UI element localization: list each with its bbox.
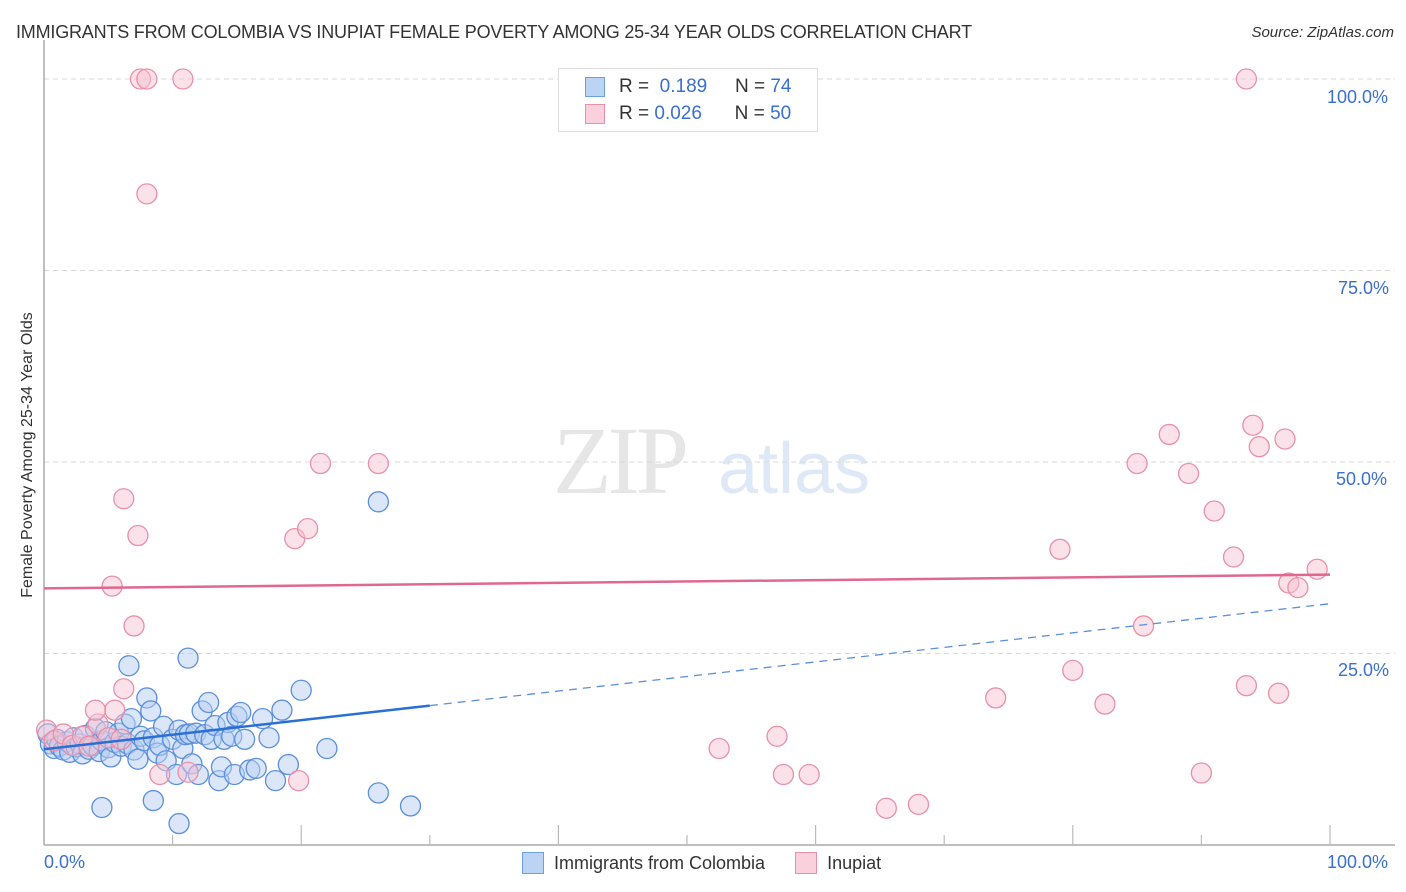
y-tick-25: 25.0% [1338, 660, 1390, 680]
source-label: Source: ZipAtlas.com [1251, 24, 1394, 41]
inupiat-trend-line [43, 573, 1331, 590]
x-tick-max: 100.0% [1327, 852, 1389, 872]
data-point [1267, 682, 1290, 704]
data-point [230, 701, 252, 724]
data-point [1177, 462, 1200, 485]
data-point [84, 699, 107, 721]
chart-title: IMMIGRANTS FROM COLOMBIA VS INUPIAT FEMA… [16, 22, 972, 42]
inupiat-n-value: 50 [770, 103, 792, 124]
data-point [287, 770, 310, 792]
data-point [1049, 538, 1071, 560]
data-point [708, 737, 730, 760]
data-point [907, 793, 930, 816]
inupiat-r-value: 0.026 [654, 103, 702, 124]
data-point [123, 615, 145, 637]
data-point [367, 452, 390, 475]
series-colombia-points [37, 491, 422, 835]
legend-row-inupiat: R = 0.026 N = 50 [585, 102, 791, 126]
y-axis-label: Female Poverty Among 25-34 Year Olds [19, 312, 36, 598]
data-point [177, 647, 199, 669]
axes [43, 40, 1395, 846]
data-point [290, 679, 312, 701]
colombia-trend-line [43, 704, 430, 751]
series-inupiat-points [35, 68, 1328, 819]
data-point [1158, 423, 1180, 446]
data-point [316, 737, 338, 760]
data-point [113, 488, 135, 510]
series-legend: Immigrants from Colombia Inupiat [522, 852, 911, 874]
data-point [875, 797, 897, 819]
x-tick-min: 0.0% [44, 852, 86, 872]
data-point [1132, 615, 1155, 637]
data-point [1062, 659, 1084, 682]
data-point [120, 707, 143, 730]
data-point [118, 655, 140, 677]
colombia-r-value: 0.189 [659, 76, 708, 97]
data-point [1248, 436, 1270, 458]
data-point [1126, 452, 1148, 475]
data-point [245, 757, 267, 780]
legend-item-colombia[interactable]: Immigrants from Colombia [522, 852, 765, 874]
y-tick-50: 50.0% [1336, 469, 1388, 489]
data-point [1274, 428, 1296, 450]
data-point [113, 678, 135, 700]
inupiat-legend-swatch [795, 852, 818, 874]
data-point [1306, 558, 1328, 580]
data-point [142, 789, 164, 812]
data-point [197, 691, 220, 714]
data-point [798, 763, 820, 786]
data-point [1287, 576, 1309, 599]
data-point [277, 753, 299, 776]
data-point [984, 687, 1007, 709]
data-point [1235, 68, 1258, 90]
data-point [1094, 693, 1116, 715]
data-point [140, 700, 162, 722]
colombia-swatch [585, 77, 605, 97]
data-point [1242, 414, 1264, 436]
data-point [772, 763, 795, 786]
data-point [127, 748, 149, 770]
trend-lines [43, 573, 1331, 751]
data-point [101, 575, 123, 597]
data-point [271, 699, 293, 721]
colombia-legend-swatch [522, 852, 544, 874]
gridlines [44, 78, 1395, 654]
colombia-trend-extension [429, 603, 1331, 707]
legend-row-colombia: R = 0.189 N = 74 [585, 75, 791, 99]
inupiat-swatch [585, 104, 605, 124]
data-point [168, 812, 190, 835]
colombia-n-value: 74 [770, 76, 792, 97]
data-point [367, 491, 390, 513]
data-point [1235, 675, 1258, 697]
y-tick-75: 75.0% [1338, 278, 1390, 298]
data-point [91, 796, 113, 819]
watermark-atlas: atlas [718, 429, 871, 509]
data-point [127, 524, 149, 547]
data-point [309, 452, 332, 475]
data-point [172, 68, 194, 90]
y-tick-100: 100.0% [1327, 87, 1389, 107]
data-point [766, 725, 788, 747]
legend-item-inupiat[interactable]: Inupiat [795, 852, 881, 874]
data-point [258, 727, 280, 749]
data-point [1190, 762, 1213, 784]
data-point [264, 770, 287, 792]
data-point [296, 517, 319, 540]
data-point [104, 699, 126, 721]
watermark-zip: ZIP [553, 407, 689, 514]
data-point [1222, 546, 1245, 568]
data-point [177, 761, 199, 783]
data-point [149, 763, 171, 786]
data-point [233, 728, 256, 750]
data-point [367, 782, 390, 804]
data-point [136, 68, 158, 90]
data-point [136, 183, 158, 205]
data-point [399, 795, 422, 817]
correlation-legend: R = 0.189 N = 74 R = 0.026 N = 50 [558, 68, 818, 132]
data-point [1203, 500, 1225, 522]
